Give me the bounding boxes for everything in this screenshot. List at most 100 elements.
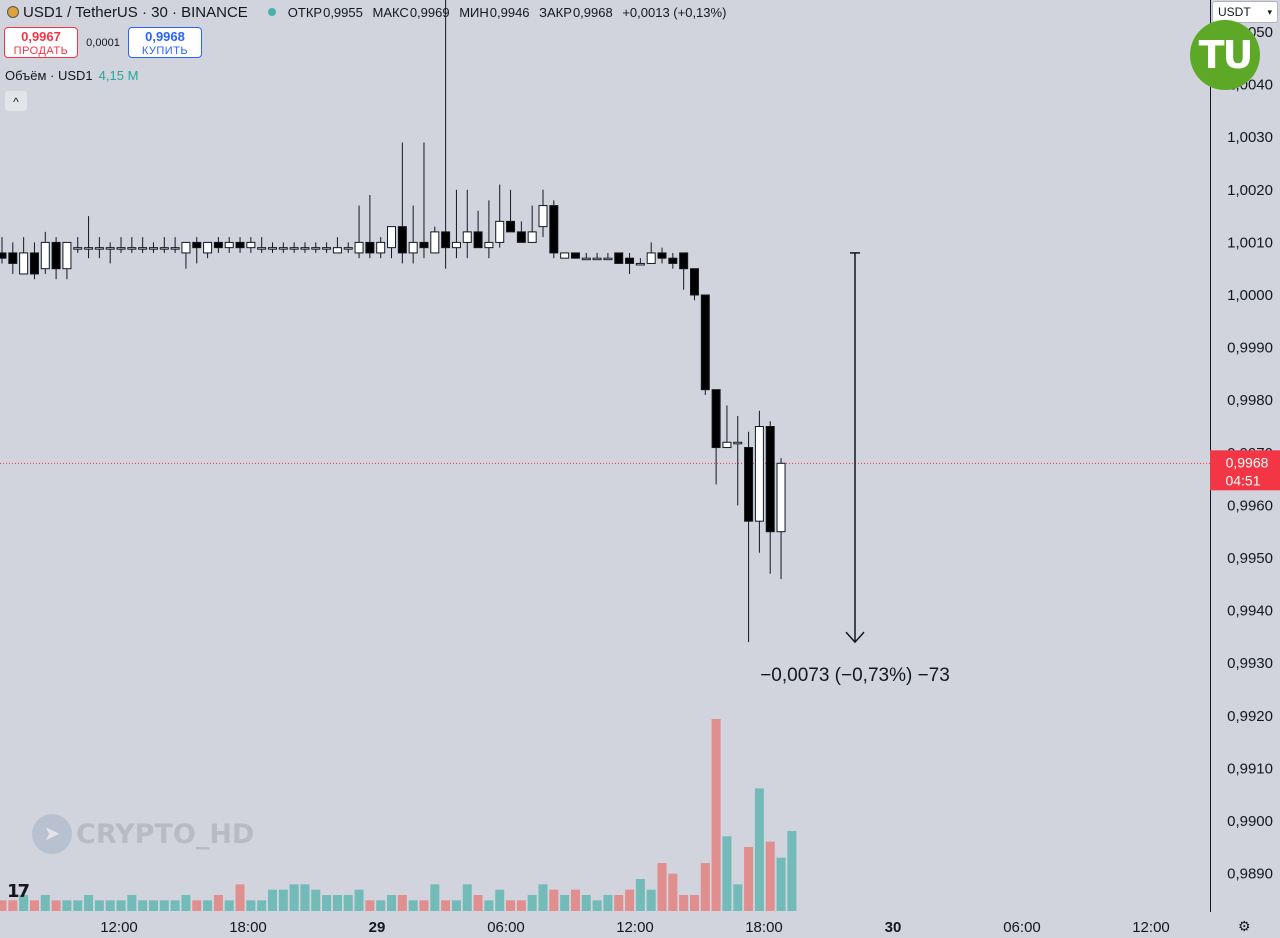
volume-bar — [765, 841, 775, 911]
volume-bar — [787, 831, 797, 911]
volume-bar — [451, 900, 461, 911]
candle-body — [516, 231, 526, 243]
candle-body — [181, 241, 191, 254]
volume-bar — [29, 900, 39, 911]
ohlc-values: ОТКР0,9955 МАКС0,9969 МИН0,9946 ЗАКР0,99… — [287, 4, 727, 20]
candle — [408, 205, 418, 264]
candle — [203, 241, 213, 259]
volume-bar — [148, 900, 158, 911]
candle-body — [549, 205, 559, 254]
time-tick-label: 30 — [885, 919, 902, 936]
candle — [170, 237, 180, 253]
candle — [451, 189, 461, 259]
candle-body — [159, 247, 169, 250]
candle-body — [441, 231, 451, 249]
chevron-down-icon: ▾ — [1267, 7, 1272, 17]
candle — [625, 252, 635, 274]
candle-body — [192, 241, 202, 249]
time-tick-label: 18:00 — [745, 919, 783, 936]
candle-body — [40, 241, 50, 270]
volume-bar — [592, 900, 602, 911]
volume-bar — [700, 863, 710, 911]
volume-bar — [408, 900, 418, 911]
market-status-icon[interactable] — [267, 8, 276, 16]
candle-body — [451, 241, 461, 249]
candle — [722, 405, 732, 449]
candle — [246, 237, 256, 253]
time-tick-label: 18:00 — [229, 919, 267, 936]
candle — [657, 247, 667, 264]
candle — [765, 421, 775, 574]
spread-value: 0,0001 — [86, 36, 120, 49]
candle — [527, 205, 537, 243]
price-tick-label: 0,9890 — [1227, 866, 1273, 883]
candle-body — [625, 257, 635, 264]
candle — [300, 242, 310, 253]
candle — [343, 242, 353, 253]
volume-bar — [343, 895, 353, 911]
candle-body — [722, 441, 732, 449]
volume-bar — [62, 900, 72, 911]
currency-select[interactable]: USDT ▾ — [1212, 1, 1278, 23]
candle-body — [646, 252, 656, 264]
tradingview-logo[interactable]: 17 — [7, 881, 30, 902]
volume-bars — [0, 719, 797, 911]
price-tick-label: 0,9920 — [1227, 708, 1273, 725]
volume-bar — [744, 847, 754, 911]
volume-bar — [657, 863, 667, 911]
volume-bar — [397, 895, 407, 911]
candle-body — [365, 241, 375, 254]
candle — [0, 237, 7, 264]
time-axis: 12:00 18:00 29 06:00 12:00 18:00 30 06:00 12:00 — [100, 919, 1170, 936]
candle — [224, 237, 234, 253]
candle-body — [138, 247, 148, 250]
volume-bar — [441, 900, 451, 911]
candle-body — [73, 247, 83, 250]
candle — [19, 237, 29, 275]
candle-body — [560, 252, 570, 259]
price-tick-label: 0,9900 — [1227, 813, 1273, 830]
volume-indicator-legend[interactable]: Объём · USD1 4,15 M — [5, 68, 139, 83]
candle-body — [538, 205, 548, 228]
price-tick-label: 1,0000 — [1227, 287, 1273, 304]
sell-button[interactable]: 0,9967 ПРОДАТЬ — [4, 27, 78, 58]
volume-bar — [462, 884, 472, 911]
volume-bar — [235, 884, 245, 911]
price-tick-label: 0,9930 — [1227, 655, 1273, 672]
candle-body — [614, 252, 624, 264]
candle-body — [711, 389, 721, 449]
candle — [679, 252, 689, 290]
price-tick-label: 0,9990 — [1227, 340, 1273, 357]
volume-bar — [430, 884, 440, 911]
candle-body — [94, 247, 104, 250]
buy-button[interactable]: 0,9968 КУПИТЬ — [128, 27, 202, 58]
volume-bar — [376, 900, 386, 911]
price-tick-label: 0,9940 — [1227, 603, 1273, 620]
candle — [322, 242, 332, 253]
volume-bar — [203, 900, 213, 911]
candle-body — [765, 426, 775, 533]
volume-bar — [549, 889, 559, 911]
volume-bar — [116, 900, 126, 911]
price-tick-label: 1,0030 — [1227, 129, 1273, 146]
price-tick-label: 0,9910 — [1227, 760, 1273, 777]
candle — [581, 252, 591, 261]
settings-gear-icon[interactable]: ⚙ — [1238, 918, 1251, 934]
candle-body — [408, 241, 418, 254]
candle-body — [581, 257, 591, 261]
volume-bar — [40, 895, 50, 911]
volume-bar — [170, 900, 180, 911]
candle-body — [105, 247, 115, 250]
candle — [441, 0, 451, 269]
candle — [105, 242, 115, 264]
candle — [689, 268, 699, 301]
price-tick-label: 1,0010 — [1227, 234, 1273, 251]
symbol-title[interactable]: USD1 / TetherUS · 30 · BINANCE — [23, 3, 248, 21]
candle-body — [51, 241, 61, 270]
volume-bar — [181, 895, 191, 911]
watermark: ➤ CRYPTO_HD — [32, 814, 254, 854]
collapse-legend-button[interactable]: ^ — [5, 91, 27, 111]
candle-body — [322, 247, 332, 250]
candle-body — [376, 241, 386, 254]
